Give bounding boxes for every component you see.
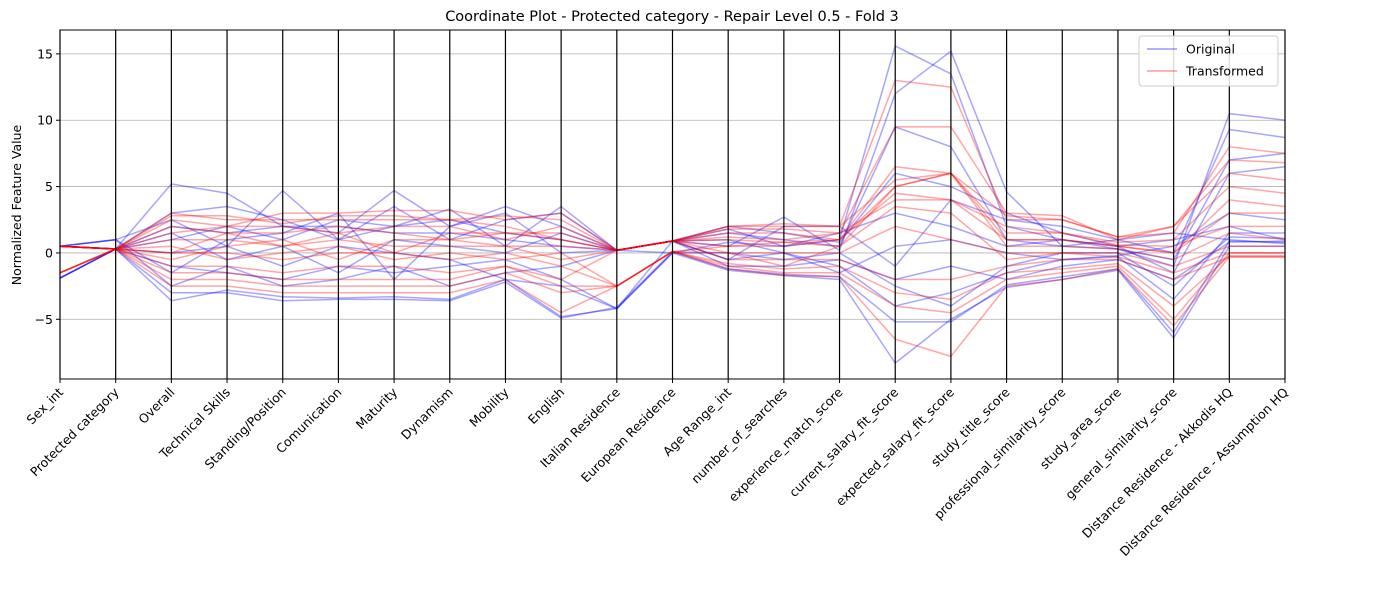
x-tick-label: number_of_searches xyxy=(688,385,790,487)
y-tick-label: 10 xyxy=(37,113,53,128)
y-tick-label: 15 xyxy=(37,46,53,61)
y-ticks: −5 0 5 10 15 xyxy=(35,46,60,327)
x-tick-label: Maturity xyxy=(353,384,401,432)
plot-frame xyxy=(59,29,1286,380)
legend-label-transformed: Transformed xyxy=(1185,64,1264,79)
x-tick-label: Dynamism xyxy=(398,385,456,443)
x-tick-label: general_similarity_score xyxy=(1062,384,1180,502)
y-tick-label: −5 xyxy=(35,312,53,327)
legend-label-original: Original xyxy=(1186,42,1235,57)
y-axis-label: Normalized Feature Value xyxy=(9,124,24,285)
x-tick-label: current_salary_fit_score xyxy=(786,384,902,500)
x-tick-label: expected_salary_fit_score xyxy=(833,384,958,509)
x-tick-label: experience_match_score xyxy=(726,384,846,504)
y-tick-label: 5 xyxy=(45,179,53,194)
legend: Original Transformed xyxy=(1138,35,1279,87)
x-tick-label: European Residence xyxy=(578,384,679,485)
y-tick-label: 0 xyxy=(45,245,53,260)
legend-box xyxy=(1138,35,1279,87)
x-tick-label: English xyxy=(525,385,568,428)
x-tick-label: Overall xyxy=(135,385,177,427)
x-tick-label: Sex_int xyxy=(23,384,66,427)
chart-title: Coordinate Plot - Protected category - R… xyxy=(445,9,899,25)
x-tick-label: Mobility xyxy=(466,384,512,430)
feature-axes xyxy=(59,30,1286,379)
